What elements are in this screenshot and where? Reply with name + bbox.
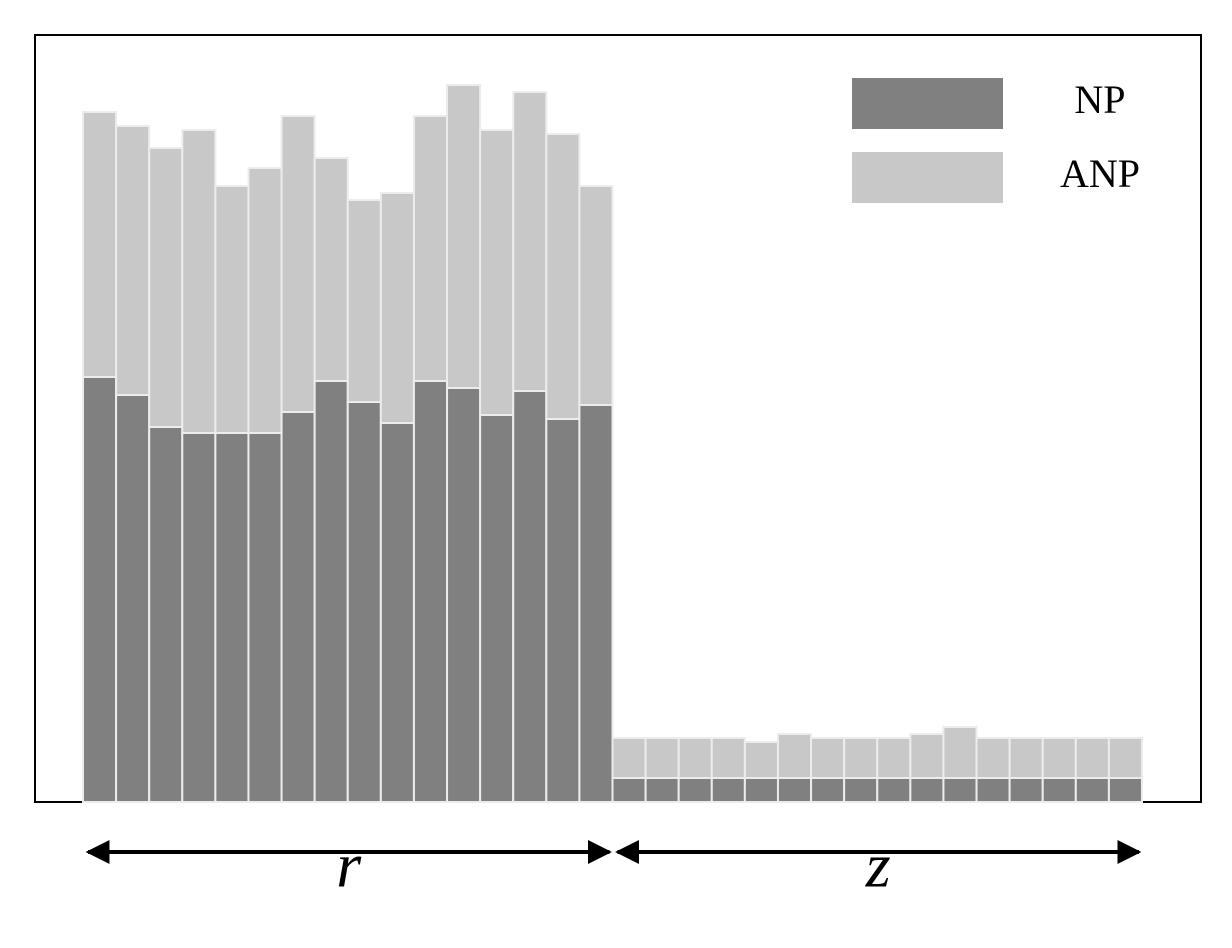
bar-segment — [810, 737, 846, 779]
bar-segment — [545, 133, 581, 420]
bar-segment — [578, 185, 614, 406]
bar-segment — [379, 192, 415, 424]
bar-segment — [346, 199, 382, 403]
bar-segment — [181, 432, 217, 803]
bar-segment — [115, 125, 151, 396]
bars — [82, 84, 1143, 803]
bar-segment — [843, 737, 879, 779]
bar-segment — [975, 737, 1011, 779]
bar-segment — [942, 777, 978, 803]
bar-segment — [876, 777, 912, 803]
bar-segment — [82, 376, 118, 803]
bar-segment — [644, 777, 680, 803]
bar-segment — [412, 115, 449, 382]
legend-swatch — [852, 152, 1003, 203]
bar-segment — [379, 422, 415, 803]
bar-segment — [644, 737, 680, 779]
bar-segment — [611, 777, 647, 803]
bar-segment — [247, 167, 283, 434]
bar-segment — [181, 129, 217, 434]
group-label: z — [865, 830, 891, 901]
bar-segment — [214, 432, 250, 803]
legend-label: ANP — [1060, 151, 1140, 196]
bar-segment — [479, 414, 515, 803]
bar-segment — [446, 387, 482, 803]
bar-segment — [611, 737, 647, 779]
bar-segment — [1107, 737, 1143, 779]
bar-segment — [710, 737, 746, 779]
bar-segment — [942, 726, 978, 779]
bar-segment — [1008, 777, 1044, 803]
bar-segment — [876, 737, 912, 779]
bar-segment — [776, 733, 813, 779]
bar-segment — [909, 733, 945, 779]
bar-segment — [412, 380, 449, 803]
bar-segment — [677, 737, 713, 779]
bar-segment — [115, 394, 151, 803]
bar-segment — [776, 777, 813, 803]
bar-segment — [82, 111, 118, 378]
bar-segment — [975, 777, 1011, 803]
bar-segment — [148, 147, 184, 428]
bar-segment — [810, 777, 846, 803]
bar-segment — [247, 432, 283, 803]
bar-segment — [280, 411, 316, 803]
bar-segment — [578, 404, 614, 803]
bar-segment — [909, 777, 945, 803]
bar-segment — [743, 741, 779, 779]
bar-segment — [313, 157, 349, 382]
bar-segment — [346, 401, 382, 803]
bar-segment — [1008, 737, 1044, 779]
bar-segment — [148, 426, 184, 803]
bar-segment — [446, 84, 482, 389]
legend-swatch — [852, 78, 1003, 129]
bar-segment — [843, 777, 879, 803]
group-label: r — [336, 830, 362, 901]
bar-segment — [545, 418, 581, 803]
legend-label: NP — [1074, 77, 1125, 122]
bar-segment — [280, 115, 316, 413]
bar-segment — [677, 777, 713, 803]
bar-segment — [710, 777, 746, 803]
bar-segment — [743, 777, 779, 803]
bar-segment — [1074, 737, 1110, 779]
bar-segment — [479, 129, 515, 416]
bar-segment — [1041, 777, 1077, 803]
bar-segment — [512, 91, 548, 392]
legend: NP ANP — [852, 77, 1140, 203]
bar-segment — [313, 380, 349, 803]
bar-segment — [214, 185, 250, 434]
bar-segment — [1107, 777, 1143, 803]
bar-segment — [1074, 777, 1110, 803]
bar-segment — [512, 390, 548, 803]
bar-segment — [1041, 737, 1077, 779]
